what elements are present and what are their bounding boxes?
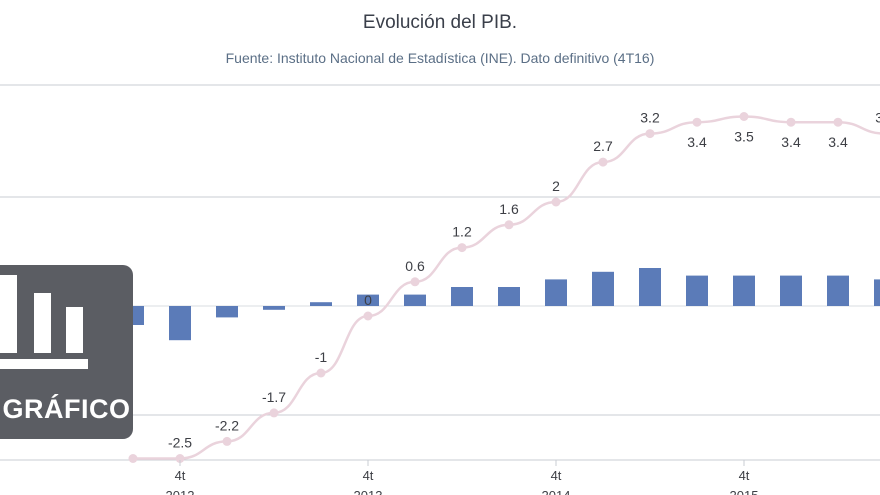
bar	[733, 275, 755, 306]
bar	[216, 306, 238, 318]
bar	[592, 271, 614, 306]
bar	[263, 306, 285, 310]
data-label: 3.4	[828, 134, 848, 150]
data-label: 3.5	[734, 129, 754, 145]
data-label: 3.4	[687, 134, 707, 150]
line-point	[551, 197, 561, 207]
data-label: 0	[364, 292, 372, 308]
bar	[827, 275, 849, 306]
bar	[404, 294, 426, 306]
data-label: 3.4	[781, 134, 801, 150]
bar	[639, 268, 661, 306]
x-tick-year: 2014	[542, 488, 571, 495]
line-point	[692, 117, 702, 127]
x-tick-quarter: 4t	[551, 468, 562, 483]
x-tick-quarter: 4t	[175, 468, 186, 483]
line-point	[363, 311, 373, 321]
data-label: -2.5	[168, 435, 192, 451]
data-label: 1.2	[452, 224, 472, 240]
bar	[169, 306, 191, 341]
data-label: -1.7	[262, 389, 286, 405]
line-point	[316, 368, 326, 378]
line-point	[457, 243, 467, 253]
bar	[686, 275, 708, 306]
chart-title: Evolución del PIB.	[362, 12, 518, 33]
data-label: 1.6	[499, 201, 519, 217]
chart-subtitle: Fuente: Instituto Nacional de Estadístic…	[225, 50, 655, 66]
bar	[357, 294, 379, 306]
data-label: 3.2	[640, 110, 660, 126]
bar-series	[122, 268, 880, 341]
bar	[874, 279, 880, 306]
bar	[498, 287, 520, 306]
bar-chart-icon	[0, 275, 88, 369]
data-label: -2.2	[215, 417, 239, 433]
x-tick-quarter: 4t	[363, 468, 374, 483]
line-series: -2.5 -2.2 -1.7 -1 0 0.6 1.2 1.6 2 2.7 3.2 3.4 3.5 3.4…	[128, 110, 880, 463]
x-tick-quarter: 4t	[739, 468, 750, 483]
x-axis: 4t20124t20134t20144t20154t2016	[166, 460, 759, 495]
data-label: 2	[552, 178, 560, 194]
line-point	[175, 454, 185, 463]
badge-label: GRÁFICO	[2, 394, 131, 424]
data-label: 3.2	[875, 110, 880, 126]
x-tick-year: 2015	[730, 488, 759, 495]
bar	[545, 279, 567, 306]
data-label: 0.6	[405, 258, 425, 274]
x-tick-year: 2012	[166, 488, 195, 495]
line-point	[598, 157, 608, 167]
line-point	[504, 220, 514, 230]
chart-badge	[0, 265, 133, 439]
bar	[310, 302, 332, 306]
bar	[780, 275, 802, 306]
data-label: 2.7	[593, 138, 613, 154]
data-label: -1	[315, 349, 328, 365]
bar	[451, 287, 473, 306]
line-point	[645, 129, 655, 139]
line-point	[222, 436, 232, 446]
line-point	[410, 277, 420, 287]
line-point	[833, 117, 843, 127]
line-point	[269, 408, 279, 418]
line-point	[739, 112, 749, 121]
line-point	[128, 454, 138, 463]
x-tick-year: 2013	[354, 488, 383, 495]
line-point	[786, 117, 796, 127]
